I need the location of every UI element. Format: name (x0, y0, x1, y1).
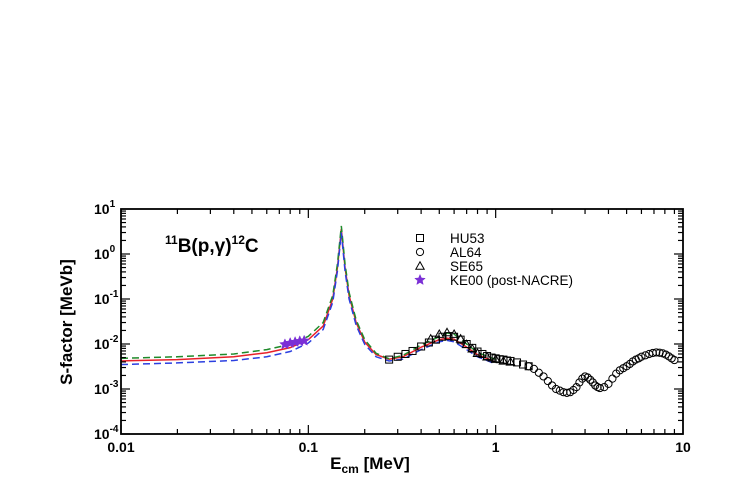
se65-point (461, 339, 472, 349)
al64-point (608, 374, 617, 383)
hu53-point (456, 335, 465, 344)
al64-point (551, 384, 561, 394)
al64-point (543, 376, 552, 386)
x-axis-title: Ecm [MeV] (330, 454, 410, 476)
x-tick-labels: 0.01 0.1 1 10 (107, 439, 691, 455)
se65-point (472, 348, 483, 358)
al64-point (555, 386, 564, 395)
hu53-point (408, 346, 417, 355)
se65-point (498, 355, 509, 365)
data-points (279, 327, 679, 397)
al64-point (578, 374, 587, 383)
x-tick-label: 10 (675, 439, 691, 455)
legend-marker-triangle (414, 260, 426, 270)
ke00-post-nacre--point (298, 334, 311, 346)
al64-point (670, 355, 679, 365)
legend-marker-star (414, 273, 426, 285)
axis-ticks (120, 209, 683, 435)
al64-point (637, 352, 646, 361)
se65-point (455, 333, 466, 343)
se65-point (441, 327, 453, 337)
y-axis-title: S-factor [MeVb] (57, 259, 76, 385)
al64-point (604, 379, 613, 388)
se65-point (505, 356, 516, 366)
se65-point (490, 353, 501, 363)
al64-point (524, 362, 533, 371)
al64-point (591, 381, 600, 390)
y-tick-label: 10-1 (94, 289, 119, 307)
hu53-point (393, 352, 402, 361)
legend-label: AL64 (450, 245, 482, 260)
al64-point (572, 383, 581, 392)
legend-label: HU53 (450, 231, 485, 246)
plot-frame (120, 208, 684, 435)
al64-point (641, 351, 650, 360)
se65-point (482, 351, 493, 361)
reaction-label: 11B(p,γ)12C (165, 233, 259, 257)
legend-marker-square (416, 234, 424, 242)
x-tick-label: 0.01 (107, 439, 134, 455)
se65-point (449, 329, 460, 338)
al64-point (586, 375, 595, 384)
y-tick-label: 101 (94, 199, 116, 217)
hu53-point (417, 342, 426, 351)
al64-point (583, 373, 592, 382)
se65-point (434, 329, 445, 338)
se65-point (467, 343, 478, 353)
x-tick-label: 1 (492, 439, 500, 455)
x-tick-label: 0.1 (299, 439, 319, 455)
hu53-point (519, 360, 528, 369)
y-tick-label: 10-3 (94, 379, 119, 397)
hu53-point (473, 347, 482, 356)
se65-point (425, 333, 436, 343)
y-tick-label: 10-2 (94, 334, 119, 352)
al64-point (595, 383, 604, 393)
al64-point (534, 368, 543, 377)
legend-label: KE00 (post-NACRE) (450, 273, 573, 288)
al64-point (652, 348, 661, 357)
hu53-point (438, 332, 447, 341)
al64-point (539, 372, 548, 381)
y-tick-label: 100 (94, 244, 116, 262)
hu53-point (487, 353, 496, 362)
legend-marker-circle (415, 247, 425, 257)
y-tick-label: 10-4 (94, 424, 119, 442)
hu53-point (385, 355, 394, 364)
y-tick-labels: 10-4 10-3 10-2 10-1 100 101 (94, 199, 119, 442)
legend-label: SE65 (450, 259, 483, 274)
